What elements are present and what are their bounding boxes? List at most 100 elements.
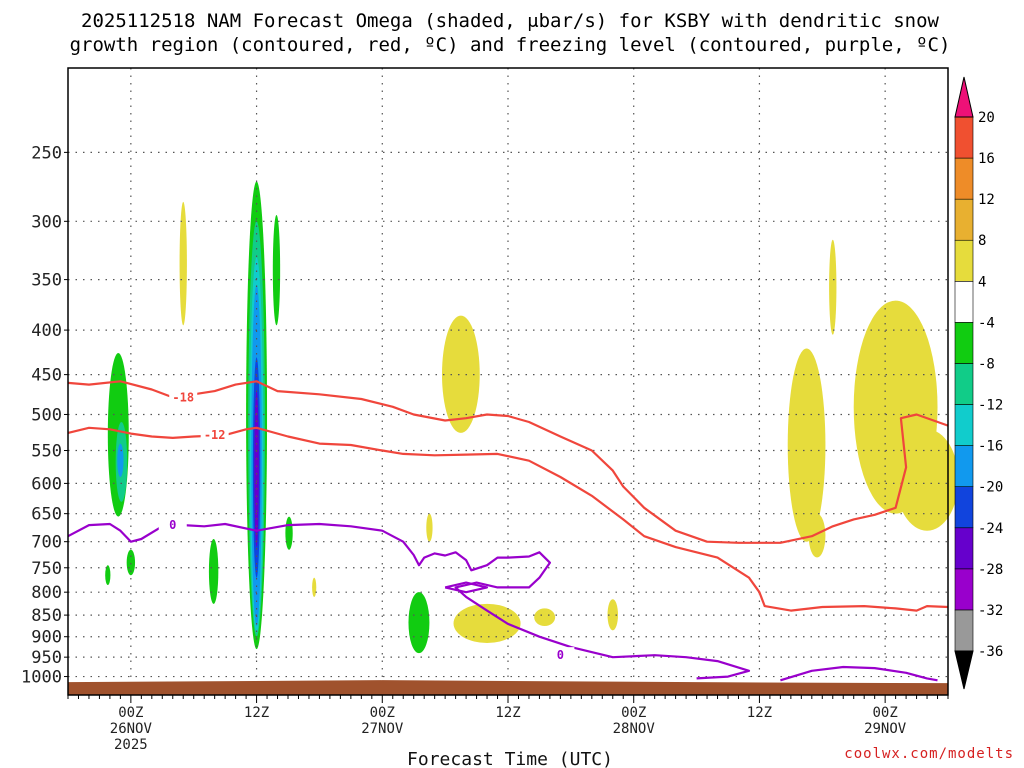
- colorbar-swatch-9: [954, 239, 974, 282]
- x-tick-label: 12Z: [747, 705, 772, 721]
- omega-region-6: [208, 538, 219, 604]
- omega-region-22: [829, 239, 837, 335]
- omega-region-4: [105, 565, 111, 586]
- colorbar-swatch-11: [954, 157, 974, 200]
- contour-label-bg: [169, 389, 198, 405]
- y-tick-label: 950: [31, 648, 62, 668]
- y-tick-label: 750: [31, 559, 62, 579]
- omega-region-12: [254, 391, 259, 548]
- y-tick-label: 550: [31, 442, 62, 462]
- plot-area: -18 -12 0 0: [67, 67, 959, 696]
- colorbar-swatch-1: [954, 568, 974, 611]
- contour-label-0: 0: [169, 518, 176, 532]
- y-tick-label: 500: [31, 405, 62, 425]
- colorbar-swatch-7: [954, 322, 974, 364]
- x-tick-label: 00Z: [118, 705, 143, 721]
- y-tick-label: 600: [31, 474, 62, 494]
- colorbar-label: -8: [978, 356, 995, 372]
- contour-label-bg: [200, 427, 229, 443]
- chart-title-line1: 2025112518 NAM Forecast Omega (shaded, μ…: [81, 10, 939, 32]
- omega-region-2: [117, 443, 124, 478]
- colorbar-swatch-3: [954, 486, 974, 529]
- omega-region-14: [285, 516, 293, 550]
- colorbar-label: 20: [978, 110, 995, 126]
- contour-0b: [780, 665, 938, 682]
- y-tick-label: 450: [31, 366, 62, 386]
- colorbar-label: -20: [978, 480, 1003, 496]
- colorbar-label: -4: [978, 315, 995, 331]
- colorbar-label: -12: [978, 398, 1003, 414]
- omega-region-23: [787, 348, 826, 542]
- colorbar-high-arrow: [954, 76, 974, 118]
- omega-region-24: [808, 513, 826, 558]
- y-tick-label: 1000: [21, 668, 62, 688]
- contour-label-bg: [546, 647, 575, 663]
- x-tick-label: 00Z: [872, 705, 897, 721]
- x-tick-label: 29NOV: [864, 721, 907, 737]
- x-tick-label: 27NOV: [361, 721, 404, 737]
- contour-0: [67, 522, 751, 680]
- y-tick-label: 650: [31, 505, 62, 525]
- x-tick-label: 28NOV: [613, 721, 656, 737]
- contour-0c: [444, 581, 489, 594]
- omega-region-13: [272, 214, 281, 326]
- omega-region-17: [426, 513, 433, 542]
- omega-region-21: [607, 599, 618, 631]
- chart-title-line2: growth region (contoured, red, ºC) and f…: [70, 34, 951, 56]
- colorbar-label: 4: [978, 274, 986, 290]
- contour-label-0b: 0: [557, 648, 564, 662]
- colorbar-label: -16: [978, 439, 1003, 455]
- credit-text: coolwx.com/modelts: [844, 746, 1014, 762]
- terrain-ground: [68, 680, 948, 695]
- colorbar-swatch-5: [954, 404, 974, 446]
- colorbar-label: 12: [978, 192, 995, 208]
- contour--18: [67, 380, 949, 544]
- colorbar-label: -32: [978, 603, 1003, 619]
- colorbar-swatch-6: [954, 363, 974, 405]
- omega-region-18: [442, 315, 480, 433]
- omega-region-16: [408, 592, 430, 654]
- contour-label--18: -18: [172, 390, 194, 404]
- omega-region-15: [312, 577, 317, 597]
- colorbar-swatch-2: [954, 527, 974, 570]
- y-tick-label: 250: [31, 143, 62, 163]
- y-tick-label: 900: [31, 628, 62, 648]
- colorbar-swatch-12: [954, 116, 974, 159]
- x-axis-title: Forecast Time (UTC): [407, 749, 613, 768]
- y-tick-label: 350: [31, 271, 62, 291]
- contour-label--12: -12: [204, 428, 226, 442]
- omega-region-19: [453, 603, 521, 643]
- colorbar-swatch-10: [954, 198, 974, 241]
- x-tick-label: 00Z: [370, 705, 395, 721]
- contours: -18 -12 0 0: [67, 380, 949, 682]
- x-tick-label: 26NOV: [110, 721, 153, 737]
- colorbar-label: -24: [978, 521, 1003, 537]
- x-tick-label: 00Z: [621, 705, 646, 721]
- colorbar-label: 8: [978, 233, 986, 249]
- x-tick-label: 12Z: [495, 705, 520, 721]
- colorbar-swatch-0: [954, 609, 974, 652]
- x-tick-label: 12Z: [244, 705, 269, 721]
- y-axis: 2503003504004505005506006507007508008509…: [21, 143, 68, 688]
- y-tick-label: 300: [31, 212, 62, 232]
- colorbar-swatch-8: [954, 281, 974, 323]
- y-tick-label: 850: [31, 606, 62, 626]
- colorbar-label: -28: [978, 562, 1003, 578]
- x-tick-label: 2025: [114, 737, 148, 753]
- contour--12: [67, 426, 949, 612]
- omega-region-20: [534, 608, 556, 627]
- y-tick-label: 800: [31, 583, 62, 603]
- colorbar-label: -36: [978, 644, 1003, 660]
- colorbar-swatch-4: [954, 445, 974, 487]
- contour-label-bg: [158, 517, 187, 533]
- colorbar-low-arrow: [954, 650, 974, 690]
- colorbar: -36 -32 -28 -24 -20 -16 -12 -8 -4 4 8 12 16 20: [954, 76, 1003, 690]
- y-tick-label: 400: [31, 321, 62, 341]
- omega-region-3: [126, 549, 136, 576]
- omega-region-5: [179, 201, 187, 326]
- y-tick-label: 700: [31, 533, 62, 553]
- colorbar-label: 16: [978, 151, 995, 167]
- omega-region-26: [895, 429, 959, 531]
